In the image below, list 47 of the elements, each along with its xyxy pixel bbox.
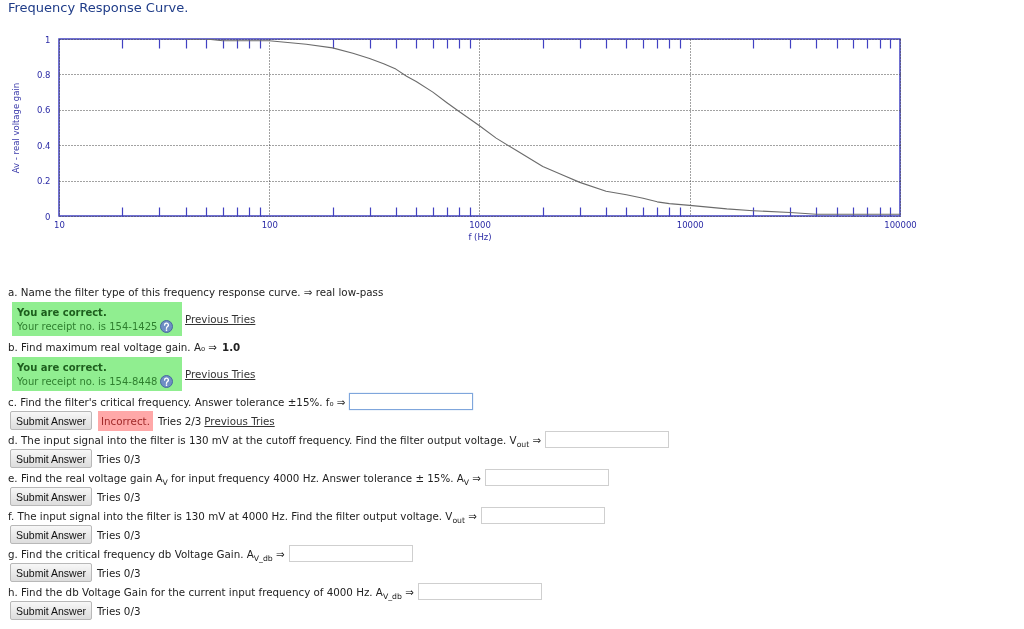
message-box: You are correct. Your receipt no. is 154-8448 xyxy=(12,357,182,391)
button[interactable]: Submit Answer xyxy=(10,525,93,544)
y-tick-label: 0.4 xyxy=(36,140,51,151)
text: f. The input signal into the filter is 130 mV at 4000 Hz. Find the filter output voltage. V$_{out}$ ⇒ xyxy=(8,509,477,525)
text: Tries 0/3 xyxy=(97,604,141,617)
x-tick-label: 100 xyxy=(261,219,278,230)
chart-title: Frequency Response Curve. xyxy=(8,0,189,15)
y-tick-label: 0.6 xyxy=(36,105,51,116)
text: a. Name the filter type of this frequency response curve. ⇒ real low-pass xyxy=(8,285,384,298)
text: Tries 0/3 xyxy=(97,452,141,465)
text: h. Find the db Voltage Gain for the current input frequency of 4000 Hz. A$_{V_db}$ ⇒ xyxy=(8,585,414,601)
text: b. Find maximum real voltage gain. A₀ ⇒ xyxy=(8,340,217,353)
button[interactable]: Submit Answer xyxy=(10,487,93,506)
text: Previous Tries xyxy=(185,313,256,325)
text: c. Find the filter's critical frequency. Answer tolerance ±15%. f₀ ⇒ xyxy=(8,395,346,408)
y-tick-label: 0.2 xyxy=(36,176,51,187)
y-tick-label: 0.8 xyxy=(36,69,51,80)
x-tick-label: 1000 xyxy=(469,219,491,230)
text: Tries 2/3 xyxy=(157,414,202,427)
text: Previous Tries xyxy=(204,414,275,427)
text: Tries 0/3 xyxy=(97,528,141,541)
button[interactable]: Submit Answer xyxy=(10,411,93,430)
y-axis-title: Av - real voltage gain xyxy=(10,82,21,174)
button[interactable]: Submit Answer xyxy=(10,563,93,582)
text-field[interactable] xyxy=(288,545,413,562)
text: e. Find the real voltage gain A$_{V}$ for input frequency 4000 Hz. Answer tolerance ± 15%. A$_{V}$ ⇒ xyxy=(8,471,481,487)
text: Tries 0/3 xyxy=(97,566,141,579)
text: Tries 0/3 xyxy=(97,490,141,503)
x-tick-label: 10 xyxy=(54,219,65,230)
button[interactable]: Submit Answer xyxy=(10,601,93,620)
x-tick-label: 100000 xyxy=(884,219,917,230)
button[interactable]: Submit Answer xyxy=(10,449,93,468)
message-box: Incorrect. xyxy=(98,410,153,431)
x-tick-label: 10000 xyxy=(676,219,704,230)
y-tick-label: 1 xyxy=(45,34,51,45)
text: d. The input signal into the filter is 130 mV at the cutoff frequency. Find the filter output voltage. V$_{out}$ ⇒ xyxy=(8,433,542,449)
text-field[interactable] xyxy=(417,583,542,600)
x-axis-title: f (Hz) xyxy=(468,232,492,242)
y-tick-label: 0 xyxy=(45,211,51,222)
text-field[interactable] xyxy=(485,469,609,486)
text-field[interactable] xyxy=(349,393,474,410)
text-field[interactable] xyxy=(480,507,605,524)
text: 1.0 xyxy=(222,340,241,353)
text-field[interactable] xyxy=(545,431,670,448)
message-box: You are correct. Your receipt no. is 154-1425 xyxy=(12,302,182,336)
text: g. Find the critical frequency db Voltage Gain. A$_{V_db}$ ⇒ xyxy=(8,547,285,563)
text: Previous Tries xyxy=(185,368,256,380)
